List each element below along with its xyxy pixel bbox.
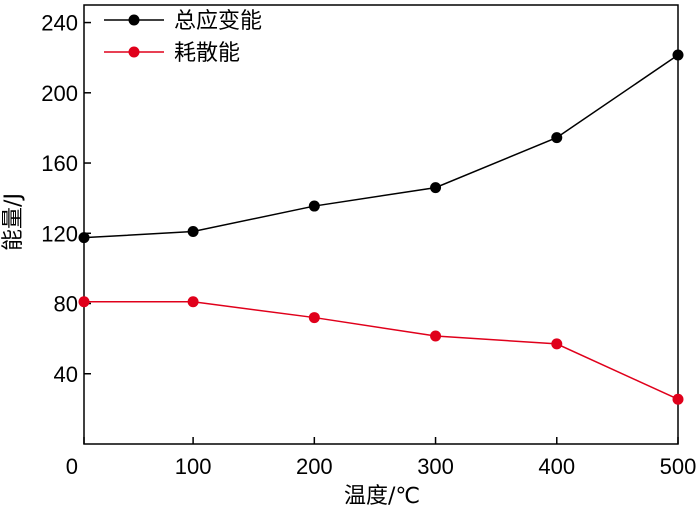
axes: [83, 4, 679, 445]
x-axis-title: 温度/℃: [344, 484, 420, 509]
y-tick-label: 200: [41, 81, 78, 106]
data-point: [78, 232, 90, 244]
ticks: 0 100 200 300 400 500 40 80 120 160 200 240: [41, 11, 696, 479]
data-point: [308, 312, 320, 324]
data-point: [187, 226, 199, 238]
legend-label-1: 总应变能: [174, 9, 262, 34]
x-tick-label: 0: [66, 454, 78, 479]
legend-marker-1: [128, 14, 140, 26]
y-tick-label: 80: [54, 292, 78, 317]
y-tick-label: 160: [41, 151, 78, 176]
data-point: [308, 200, 320, 212]
x-tick-label: 200: [296, 454, 333, 479]
data-point: [430, 182, 442, 194]
y-tick-label: 40: [54, 362, 78, 387]
x-tick-label: 100: [175, 454, 212, 479]
data-point: [672, 49, 684, 61]
data-point: [78, 296, 90, 308]
legend-marker-2: [128, 46, 140, 58]
series-layer: [78, 49, 684, 405]
x-tick-label: 500: [660, 454, 697, 479]
series-line-1: [83, 54, 679, 239]
data-point: [187, 296, 199, 308]
series-line-2: [84, 301, 679, 400]
legend-label-2: 耗散能: [174, 41, 240, 66]
data-point: [551, 338, 563, 350]
data-point: [551, 132, 563, 144]
y-axis-title: 能量/J: [1, 193, 26, 251]
y-tick-label: 120: [41, 221, 78, 246]
data-point: [672, 393, 684, 405]
x-tick-label: 400: [538, 454, 575, 479]
data-point: [430, 330, 442, 342]
plot-frame: [83, 4, 679, 445]
x-tick-label: 300: [417, 454, 454, 479]
y-tick-label: 240: [41, 11, 78, 36]
